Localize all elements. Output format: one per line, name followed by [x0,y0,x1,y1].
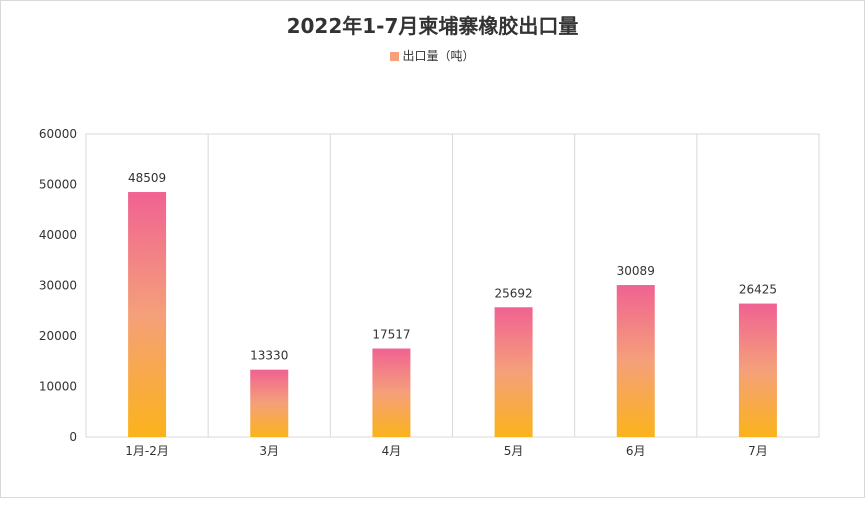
data-labels: 48509 13330 17517 25692 30089 26425 [128,171,777,363]
y-tick-label: 10000 [39,380,77,394]
y-tick-label: 20000 [39,329,77,343]
y-tick-label: 40000 [39,228,77,242]
data-label: 13330 [250,349,288,363]
data-label: 48509 [128,171,166,185]
legend[interactable]: 出口量（吨） [0,47,865,64]
legend-label: 出口量（吨） [402,49,475,63]
legend-swatch [390,52,400,61]
bar [494,307,533,437]
data-label: 26425 [739,283,777,297]
data-label: 30089 [617,264,655,278]
x-tick-label: 4月 [382,444,402,458]
bar [128,192,167,437]
chart-title: 2022年1-7月柬埔寨橡胶出口量 [286,14,579,38]
x-tick-label: 5月 [504,444,524,458]
bar [616,285,655,437]
y-tick-label: 0 [69,430,77,444]
axes: 0 10000 20000 30000 40000 50000 60000 1月-2月 3月 4月… [39,127,768,458]
y-tick-label: 60000 [39,127,77,141]
grid-lines [85,133,820,438]
x-tick-label: 1月-2月 [125,444,169,458]
x-tick-label: 7月 [748,444,768,458]
y-tick-label: 30000 [39,279,77,293]
y-tick-label: 50000 [39,178,77,192]
bar [250,369,289,437]
data-label: 17517 [372,328,410,342]
bar [372,348,411,437]
bars [128,192,777,437]
data-label: 25692 [494,286,532,300]
x-tick-label: 6月 [626,444,646,458]
x-tick-label: 3月 [259,444,279,458]
bar [738,303,777,437]
